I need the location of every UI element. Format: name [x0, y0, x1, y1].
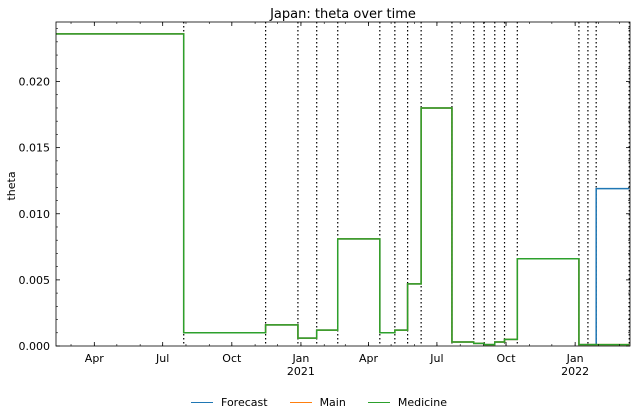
- legend-label: Main: [319, 395, 346, 409]
- x-tick-year-label: 2022: [561, 365, 589, 378]
- series-line-medicine: [56, 33, 630, 346]
- x-tick-label: Apr: [85, 352, 105, 365]
- chart: Japan: theta over time theta 0.0000.0050…: [5, 7, 631, 378]
- legend-item-forecast: Forecast: [191, 392, 268, 412]
- plot-area-frame: [55, 21, 631, 347]
- change-point-lines: [183, 22, 630, 346]
- y-axis-label: theta: [5, 171, 18, 200]
- y-tick-label: 0.010: [19, 208, 51, 221]
- x-tick-label: Oct: [222, 352, 242, 365]
- legend-swatch: [367, 401, 390, 403]
- x-tick-year-label: 2021: [287, 365, 315, 378]
- y-tick-label: 0.000: [19, 340, 51, 353]
- legend: Forecast Main Medicine: [0, 392, 638, 412]
- legend-item-medicine: Medicine: [367, 392, 447, 412]
- legend-label: Medicine: [397, 395, 447, 409]
- x-tick-label: Jan: [291, 352, 309, 365]
- series-line-main: [56, 33, 630, 346]
- series-line-forecast: [56, 33, 630, 346]
- chart-title: Japan: theta over time: [269, 7, 416, 22]
- legend-item-main: Main: [289, 392, 346, 412]
- legend-swatch: [191, 401, 214, 403]
- y-tick-label: 0.020: [19, 76, 51, 89]
- x-tick-label: Jan: [566, 352, 584, 365]
- x-tick-label: Jul: [155, 352, 169, 365]
- legend-label: Forecast: [221, 395, 268, 409]
- legend-swatch: [289, 401, 312, 403]
- x-tick-label: Jul: [429, 352, 443, 365]
- y-axis-ticks: 0.000 0.005 0.010 0.015 0.020: [19, 28, 630, 353]
- x-tick-label: Apr: [359, 352, 379, 365]
- y-tick-label: 0.015: [19, 142, 51, 155]
- x-tick-label: Oct: [497, 352, 517, 365]
- series-lines: [56, 33, 630, 346]
- y-tick-label: 0.005: [19, 274, 51, 287]
